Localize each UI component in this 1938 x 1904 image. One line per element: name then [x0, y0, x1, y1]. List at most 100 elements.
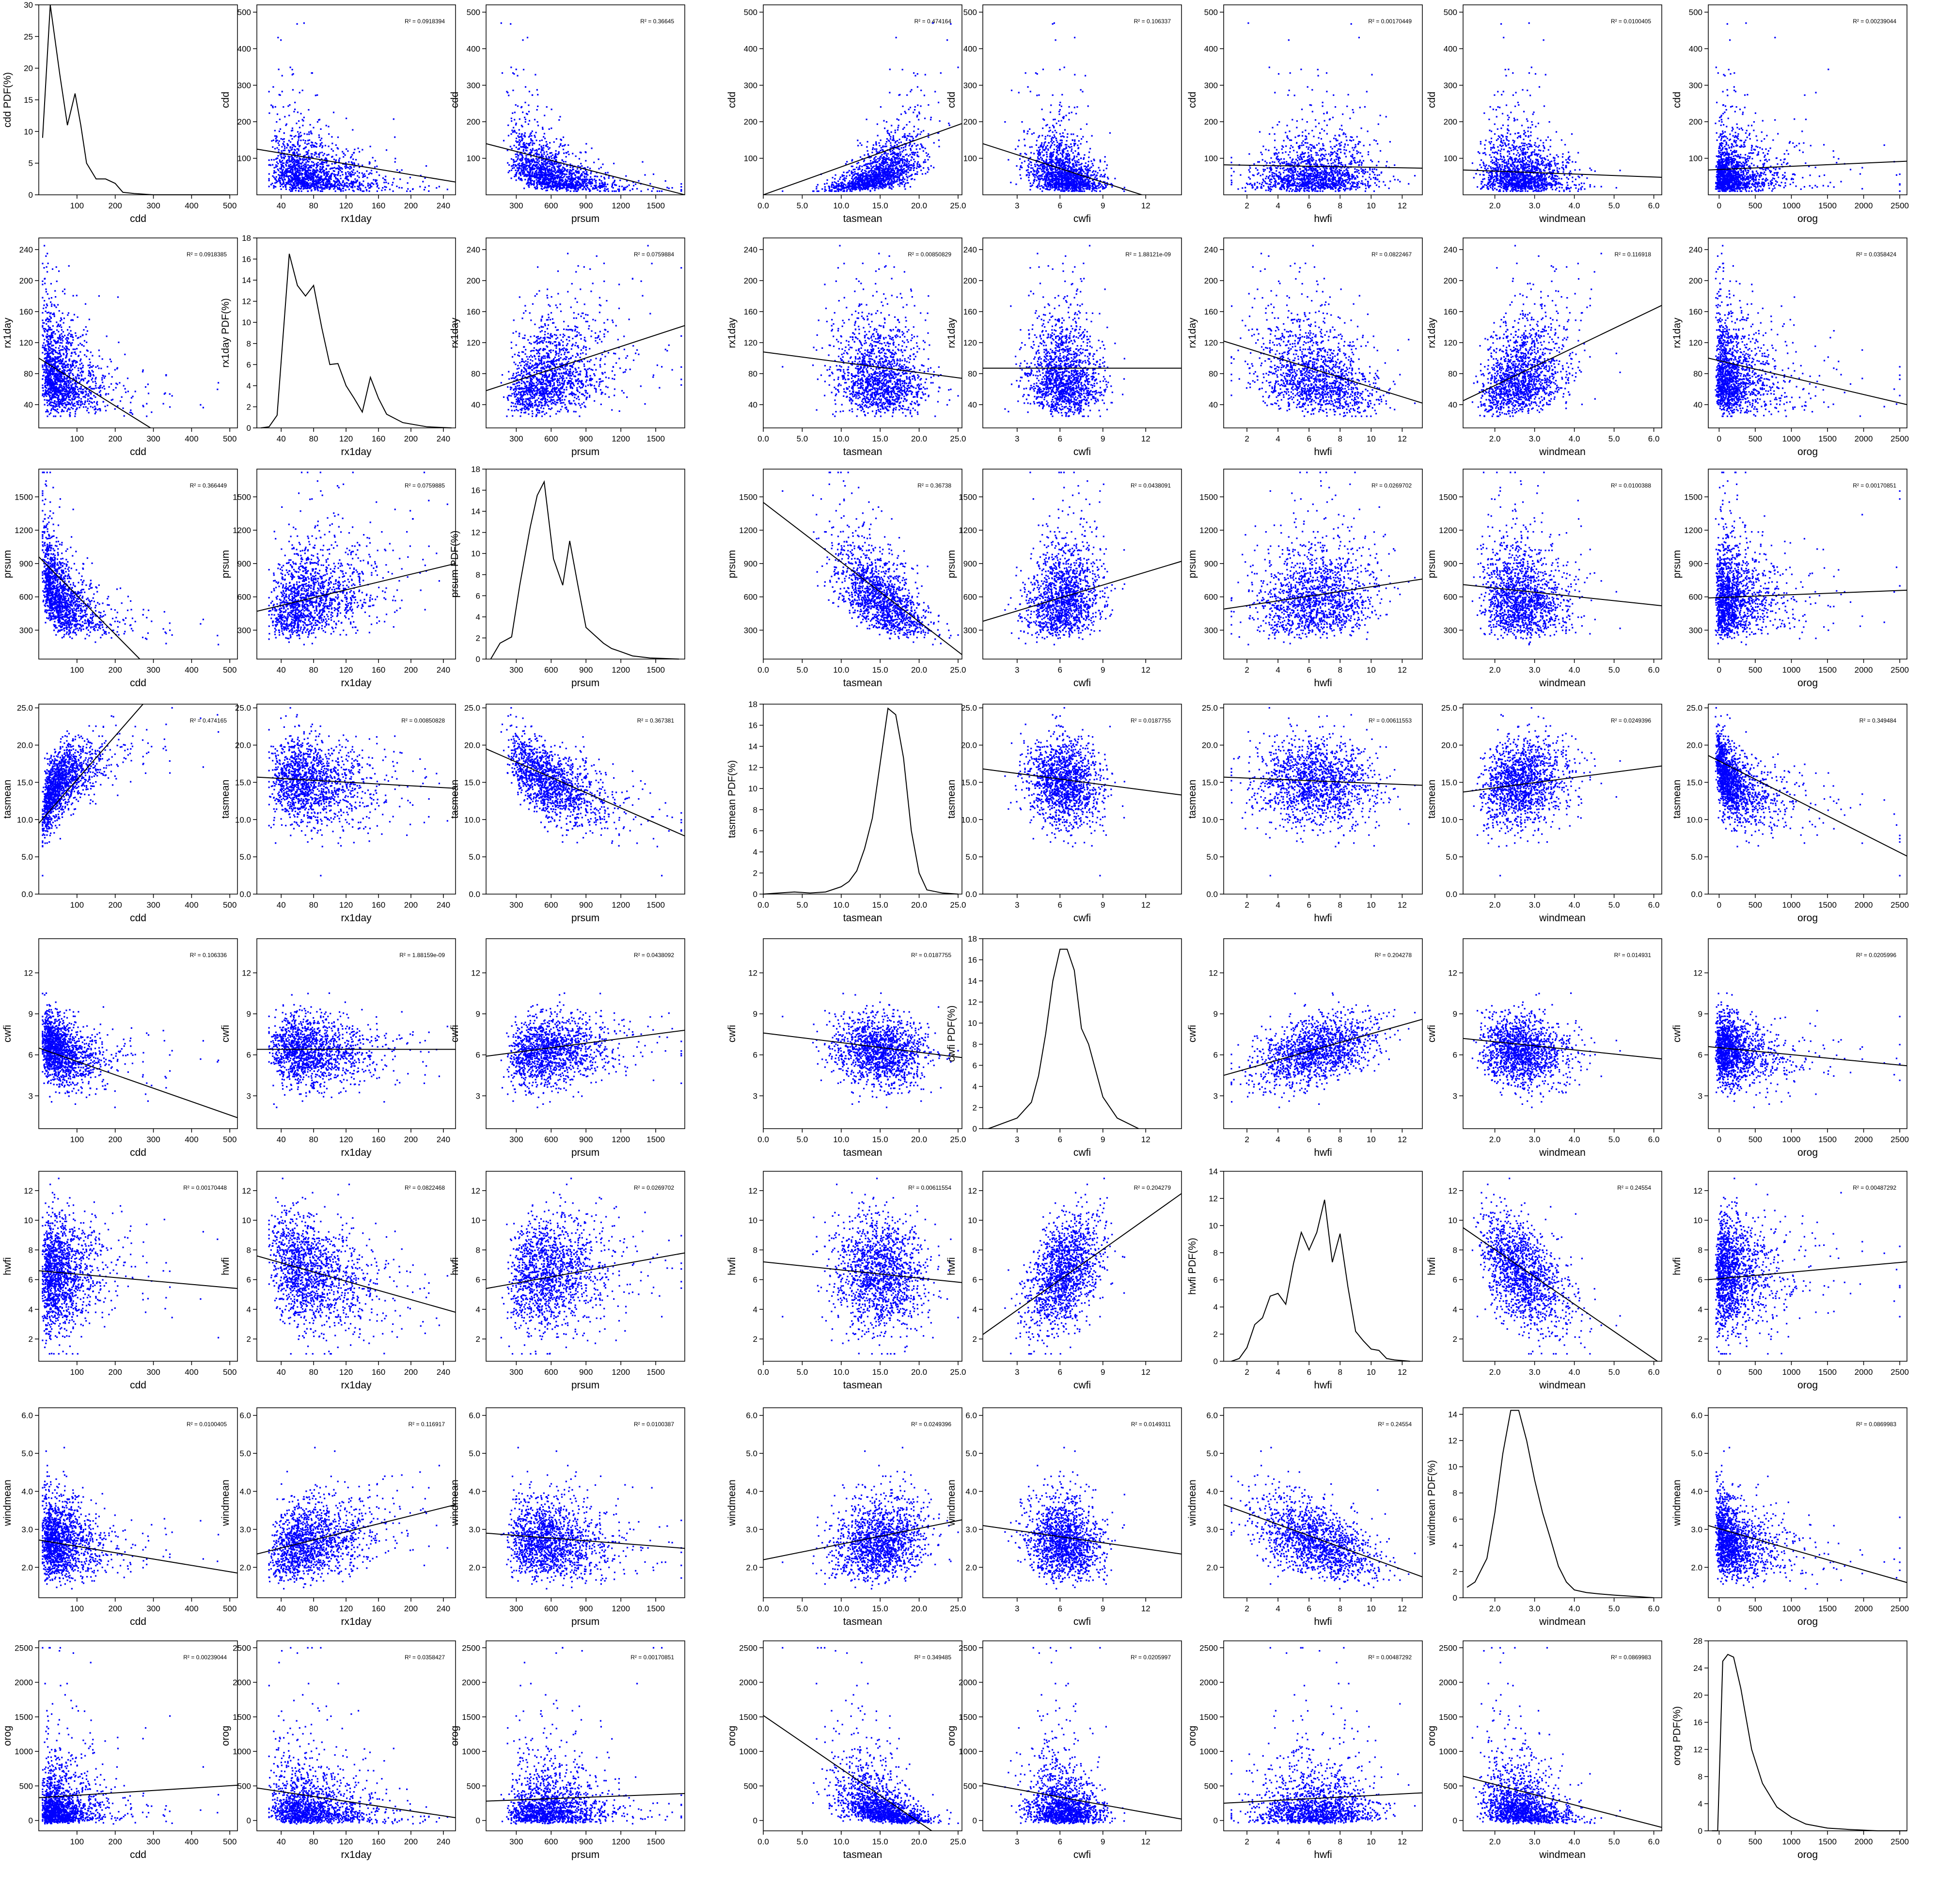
- data-point: [527, 37, 528, 38]
- data-point: [612, 177, 614, 178]
- data-point: [890, 162, 891, 164]
- data-point: [908, 175, 910, 177]
- x-tick-label: 6: [1058, 201, 1062, 210]
- data-point: [324, 153, 325, 155]
- data-point: [512, 112, 513, 114]
- data-point: [914, 106, 916, 108]
- data-point: [291, 156, 292, 157]
- data-point: [599, 183, 600, 184]
- data-point: [913, 138, 914, 139]
- data-point: [642, 161, 643, 163]
- data-point: [644, 174, 646, 175]
- data-point: [346, 185, 347, 186]
- data-point: [829, 190, 830, 191]
- data-point: [556, 188, 557, 189]
- data-point: [851, 190, 852, 192]
- data-point: [300, 159, 301, 160]
- data-point: [320, 178, 321, 180]
- data-point: [378, 174, 380, 176]
- data-point: [315, 179, 316, 181]
- data-point: [307, 164, 309, 166]
- data-point: [519, 133, 520, 135]
- data-point: [844, 179, 846, 181]
- data-point: [559, 181, 561, 183]
- data-point: [543, 182, 545, 184]
- data-point: [375, 181, 377, 182]
- data-point: [325, 182, 327, 183]
- x-tick-label: 600: [544, 201, 558, 210]
- data-point: [892, 174, 894, 176]
- data-point: [840, 189, 841, 190]
- data-point: [353, 169, 354, 171]
- data-point: [1035, 72, 1037, 74]
- data-point: [633, 185, 634, 187]
- data-point: [542, 127, 543, 128]
- data-point: [899, 151, 901, 153]
- data-point: [876, 187, 878, 189]
- data-point: [598, 168, 599, 170]
- data-point: [509, 170, 510, 172]
- data-point: [293, 159, 294, 160]
- data-point: [914, 126, 915, 127]
- data-point: [869, 175, 870, 177]
- data-point: [317, 164, 319, 166]
- data-point: [276, 180, 277, 181]
- data-point: [316, 156, 317, 157]
- data-point: [553, 186, 555, 187]
- data-point: [327, 174, 328, 176]
- data-point: [575, 186, 577, 188]
- data-point: [517, 167, 519, 169]
- data-point: [327, 181, 329, 182]
- data-point: [906, 161, 908, 163]
- data-point: [861, 181, 863, 183]
- data-point: [362, 190, 363, 192]
- data-point: [916, 165, 918, 167]
- data-point: [1078, 164, 1080, 166]
- data-point: [543, 153, 545, 155]
- data-point: [879, 160, 880, 161]
- data-point: [546, 141, 547, 142]
- data-point: [855, 188, 856, 189]
- data-point: [904, 189, 906, 190]
- data-point: [909, 145, 910, 146]
- data-point: [350, 176, 352, 177]
- data-point: [534, 119, 536, 120]
- data-point: [313, 162, 314, 163]
- data-point: [583, 185, 584, 186]
- data-point: [572, 153, 573, 154]
- data-point: [281, 156, 282, 157]
- data-point: [551, 172, 552, 173]
- data-point: [315, 176, 316, 177]
- data-point: [291, 138, 293, 140]
- data-point: [566, 156, 567, 157]
- data-point: [831, 189, 833, 190]
- data-point: [875, 142, 877, 143]
- data-point: [300, 167, 302, 169]
- data-point: [268, 180, 270, 181]
- data-point: [891, 125, 892, 126]
- data-point: [837, 190, 839, 192]
- data-point: [817, 184, 819, 186]
- data-point: [283, 167, 284, 168]
- data-point: [1056, 123, 1057, 124]
- data-point: [867, 172, 869, 173]
- data-point: [1062, 159, 1064, 161]
- data-point: [306, 176, 307, 177]
- data-point: [551, 181, 553, 182]
- x-tick-label: 5.0: [797, 201, 808, 210]
- data-point: [523, 146, 524, 148]
- data-point: [867, 177, 868, 179]
- data-point: [567, 144, 569, 146]
- data-point: [897, 176, 898, 177]
- data-point: [320, 128, 321, 130]
- data-point: [895, 132, 896, 133]
- data-point: [327, 184, 329, 186]
- data-point: [874, 189, 876, 191]
- data-point: [927, 172, 929, 173]
- data-point: [826, 183, 828, 184]
- data-point: [855, 180, 856, 181]
- data-point: [535, 136, 536, 138]
- data-point: [278, 69, 280, 70]
- data-point: [517, 75, 518, 77]
- data-point: [551, 170, 552, 172]
